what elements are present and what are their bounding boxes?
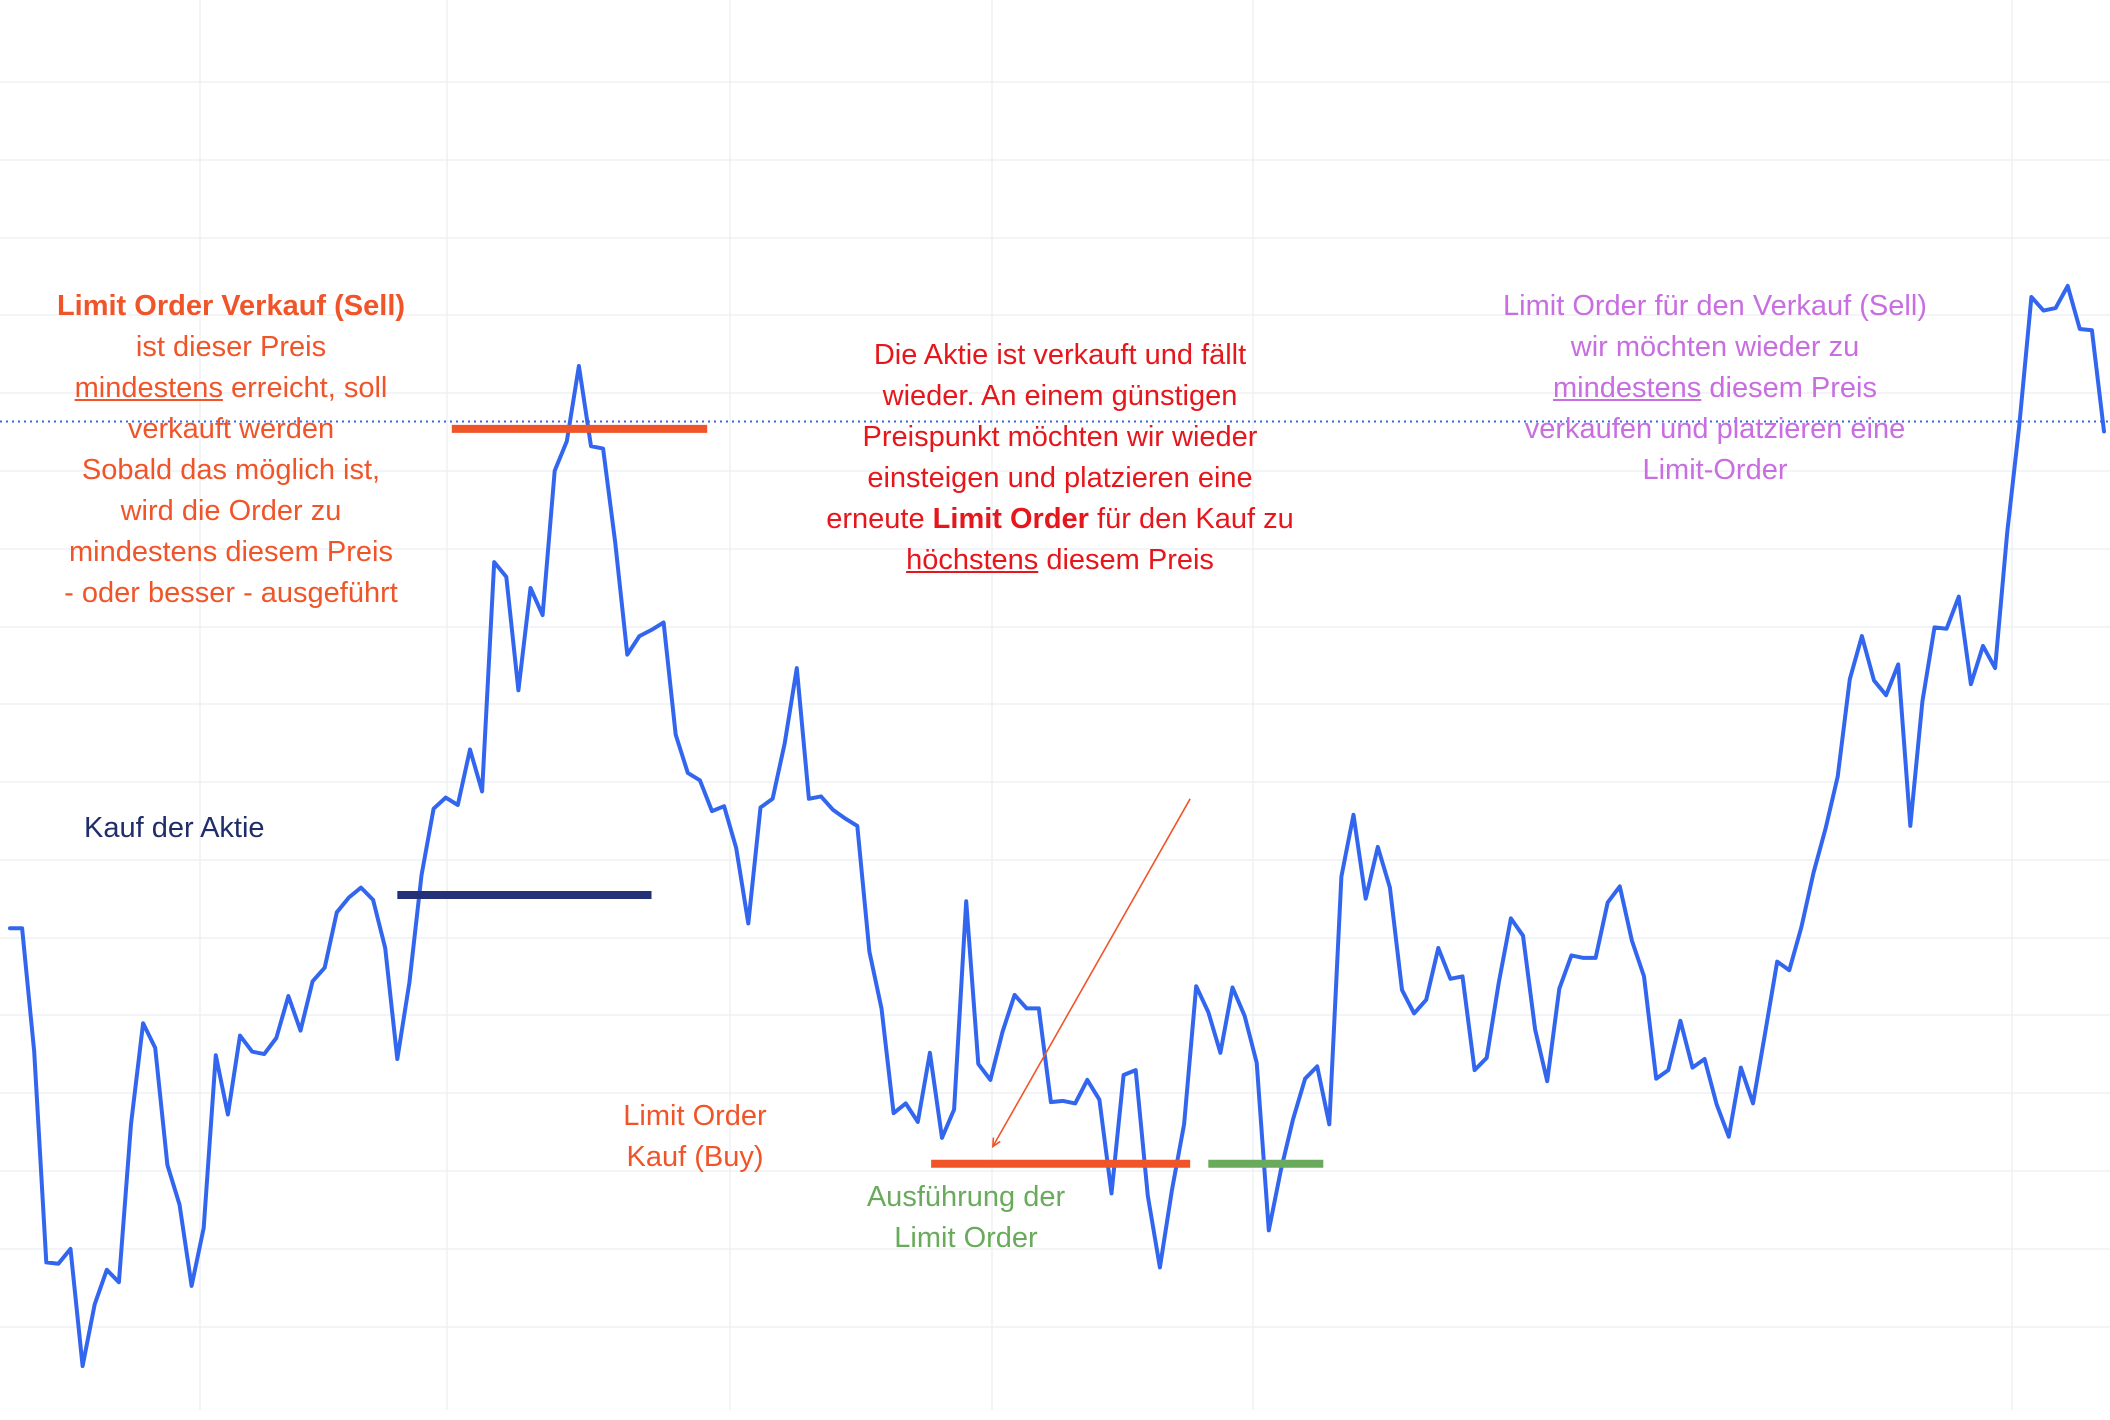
buy-limit-label-1: Limit Order <box>623 1100 767 1132</box>
sell-limit-right-text-2-rest: diesem Preis <box>1701 372 1877 404</box>
series-lines <box>0 283 2110 1368</box>
sell-limit-left-annotation: Limit Order Verkauf (Sell) ist dieser Pr… <box>0 286 462 614</box>
middle-text-5: erneute Limit Order für den Kauf zu <box>760 499 1360 540</box>
sell-limit-left-underlined: mindestens <box>74 372 223 404</box>
annotation-arrow-line <box>992 798 1191 1147</box>
order-levels <box>397 424 1324 1168</box>
annotation-arrow-group <box>991 798 1191 1149</box>
buy-limit-annotation: Limit Order Kauf (Buy) <box>590 1096 800 1178</box>
execution-label-2: Limit Order <box>894 1222 1038 1254</box>
middle-text-2: wieder. An einem günstigen <box>882 380 1238 412</box>
sell-limit-left-text-5: wird die Order zu <box>120 495 342 527</box>
sell-limit-left-text-6: mindestens diesem Preis <box>69 536 393 568</box>
sell-limit-right-annotation: Limit Order für den Verkauf (Sell) wir m… <box>1440 286 1990 491</box>
middle-text-5-post: für den Kauf zu <box>1088 503 1294 535</box>
sell-limit-left-title: Limit Order Verkauf (Sell) <box>56 290 406 322</box>
sell-limit-right-underlined: mindestens <box>1553 372 1702 404</box>
sell-limit-right-text-2: mindestens diesem Preis <box>1440 368 1990 409</box>
middle-text-6-rest: diesem Preis <box>1038 544 1214 576</box>
middle-text-5-bold: Limit Order <box>932 503 1089 535</box>
middle-underlined: höchstens <box>906 544 1039 576</box>
middle-annotation: Die Aktie ist verkauft und fällt wieder.… <box>760 335 1360 581</box>
sell-limit-right-text-1: wir möchten wieder zu <box>1570 331 1860 363</box>
sell-limit-left-text-3: verkauft werden <box>127 413 335 445</box>
middle-text-5-pre: erneute <box>826 503 933 535</box>
sell-limit-right-text-4: Limit-Order <box>1642 454 1788 486</box>
sell-limit-left-text-1: ist dieser Preis <box>135 331 327 363</box>
middle-text-1: Die Aktie ist verkauft und fällt <box>873 339 1247 371</box>
purchase-label: Kauf der Aktie <box>84 812 265 844</box>
price-series-line <box>8 283 2106 1368</box>
buy-limit-label-2: Kauf (Buy) <box>626 1141 764 1173</box>
execution-annotation: Ausführung der Limit Order <box>816 1177 1116 1259</box>
sell-limit-left-text-2-rest: erreicht, soll <box>222 372 388 404</box>
sell-limit-right-title: Limit Order für den Verkauf (Sell) <box>1503 290 1927 322</box>
sell-limit-right-text-3: verkaufen und platzieren eine <box>1524 413 1906 445</box>
sell-limit-left-text-2: mindestens erreicht, soll <box>0 368 462 409</box>
middle-text-4: einsteigen und platzieren eine <box>867 462 1253 494</box>
sell-limit-left-text-7: - oder besser - ausgeführt <box>64 577 398 609</box>
annotation-arrowhead <box>991 1137 1001 1149</box>
sell-limit-left-text-4: Sobald das möglich ist, <box>81 454 381 486</box>
middle-text-3: Preispunkt möchten wir wieder <box>862 421 1258 453</box>
purchase-annotation: Kauf der Aktie <box>84 808 265 849</box>
middle-text-6: höchstens diesem Preis <box>760 540 1360 581</box>
execution-label-1: Ausführung der <box>866 1181 1066 1213</box>
